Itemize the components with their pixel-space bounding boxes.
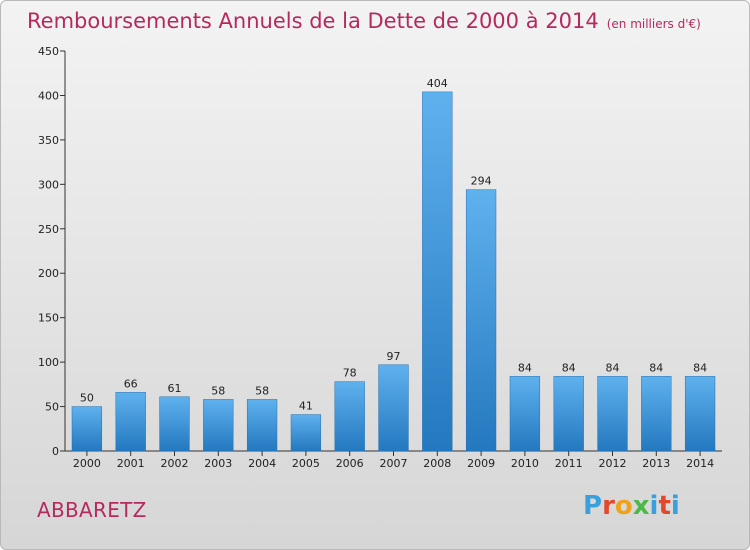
logo-letter: t: [658, 491, 671, 521]
y-axis: 0 50 100 150 200 250 300 350 400 450: [38, 45, 66, 458]
logo-letter: P: [583, 491, 603, 521]
bar: [159, 396, 190, 452]
x-tick-label: 2000: [73, 457, 101, 470]
y-tick-label: 0: [52, 445, 59, 458]
x-axis: 2000 2001 2002 2003 2004 2005 2006 2007 2008 2009…: [65, 450, 722, 470]
bar-value-label: 41: [299, 400, 313, 413]
bar: [465, 189, 497, 452]
bar: [203, 399, 234, 452]
bar-value-label: 404: [427, 77, 448, 90]
bar: [597, 376, 628, 452]
y-tick-label: 400: [38, 89, 59, 102]
chart-title-text: Remboursements Annuels de la Dette de 20…: [27, 9, 599, 33]
x-tick-label: 2007: [380, 457, 408, 470]
x-tick-label: 2006: [336, 457, 364, 470]
bar: [246, 399, 278, 452]
logo-letter: i: [649, 491, 659, 521]
x-tick-label: 2010: [511, 457, 539, 470]
bar-value-label: 58: [211, 384, 225, 397]
bar: [684, 376, 716, 452]
y-tick-label: 300: [38, 178, 59, 191]
y-tick-label: 100: [38, 356, 59, 369]
y-tick-label: 150: [38, 312, 59, 325]
bar-value-label: 84: [649, 361, 663, 374]
bar: [378, 364, 409, 452]
bar-value-label: 58: [255, 384, 269, 397]
bar-value-label: 97: [387, 350, 401, 363]
bar-value-label: 84: [606, 361, 620, 374]
logo-letter: o: [614, 491, 633, 521]
bar: [509, 376, 541, 452]
bar-value-label: 78: [343, 367, 357, 380]
bar-value-label: 66: [124, 377, 138, 390]
bar-value-label: 50: [80, 392, 94, 405]
bar: [641, 376, 672, 452]
commune-name: ABBARETZ: [37, 498, 147, 522]
x-tick-label: 2013: [642, 457, 670, 470]
bar: [553, 376, 584, 452]
y-tick-label: 450: [38, 45, 59, 58]
logo-letter: r: [602, 491, 615, 521]
logo-letter: i: [670, 491, 680, 521]
bar-value-label: 61: [168, 382, 182, 395]
x-tick-label: 2003: [204, 457, 232, 470]
bar: [71, 406, 103, 452]
x-tick-label: 2002: [161, 457, 189, 470]
bar-value-label: 84: [693, 361, 707, 374]
x-tick-label: 2005: [292, 457, 320, 470]
bar-value-label: 84: [562, 361, 576, 374]
bars: 50 66 61 58 58 41 78 97 404 294 84 84 84 84 84: [71, 77, 716, 452]
x-tick-label: 2001: [117, 457, 145, 470]
x-tick-label: 2009: [467, 457, 495, 470]
y-tick-label: 350: [38, 134, 59, 147]
bar: [115, 392, 146, 452]
x-tick-label: 2004: [248, 457, 276, 470]
proxiti-logo: Proxiti: [583, 491, 680, 525]
bar-value-label: 84: [518, 361, 532, 374]
bar: [334, 381, 365, 452]
x-tick-label: 2014: [686, 457, 714, 470]
y-tick-label: 50: [45, 401, 59, 414]
logo-letter: x: [632, 491, 650, 521]
y-tick-label: 250: [38, 223, 59, 236]
x-tick-label: 2012: [599, 457, 627, 470]
bar: [290, 414, 322, 452]
x-tick-label: 2008: [423, 457, 451, 470]
chart-subtitle: (en milliers d'€): [606, 17, 701, 31]
bar: [422, 91, 453, 452]
chart-title: Remboursements Annuels de la Dette de 20…: [27, 9, 701, 33]
y-tick-label: 200: [38, 267, 59, 280]
bar-value-label: 294: [471, 175, 492, 188]
x-tick-label: 2011: [555, 457, 583, 470]
